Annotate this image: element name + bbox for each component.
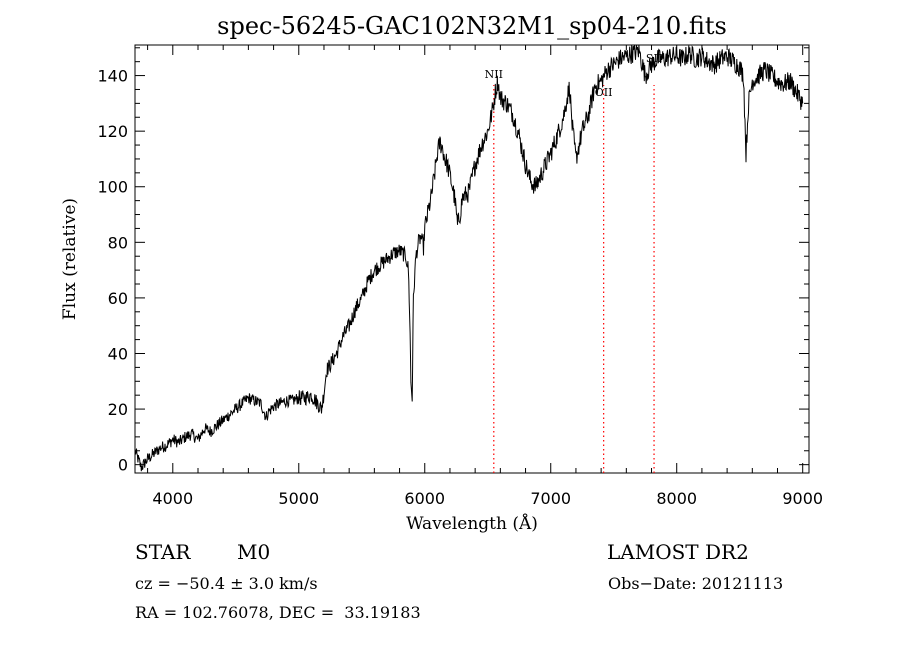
- x-tick-labels: 4000 5000 6000 7000 8000 9000: [152, 489, 823, 508]
- emission-line-label: NII: [485, 68, 503, 81]
- y-tick-label: 60: [108, 289, 128, 308]
- x-tick-label: 5000: [278, 489, 319, 508]
- redshift-info: cz = −50.4 ± 3.0 km/s: [135, 574, 318, 593]
- x-tick-label: 4000: [152, 489, 193, 508]
- plot-frame: [134, 44, 810, 474]
- object-class: STAR: [135, 540, 191, 564]
- x-axis-label: Wavelength (Å): [406, 513, 538, 534]
- x-tick-label: 8000: [656, 489, 697, 508]
- y-tick-label: 40: [108, 344, 128, 363]
- object-subclass: M0: [237, 540, 271, 564]
- x-tick-label: 6000: [404, 489, 445, 508]
- chart-title: spec-56245-GAC102N32M1_sp04-210.fits: [217, 12, 727, 40]
- spectrum-series-line: [134, 44, 804, 472]
- y-tick-labels: 0 20 40 60 80 100 120 140: [97, 67, 128, 475]
- survey-name: LAMOST DR2: [607, 540, 749, 564]
- y-tick-label: 0: [118, 456, 128, 475]
- emission-line-markers: [493, 85, 655, 473]
- observation-date: Obs−Date: 20121113: [608, 574, 784, 593]
- y-axis-label: Flux (relative): [60, 198, 80, 320]
- y-tick-label: 140: [97, 67, 128, 86]
- emission-line-label: OII: [595, 86, 613, 99]
- y-tick-label: 80: [108, 233, 128, 252]
- y-tick-label: 100: [97, 178, 128, 197]
- x-tick-label: 7000: [530, 489, 571, 508]
- y-tick-label: 20: [108, 400, 128, 419]
- x-tick-label: 9000: [782, 489, 823, 508]
- y-tick-label: 120: [97, 122, 128, 141]
- coordinates: RA = 102.76078, DEC = 33.19183: [135, 603, 421, 622]
